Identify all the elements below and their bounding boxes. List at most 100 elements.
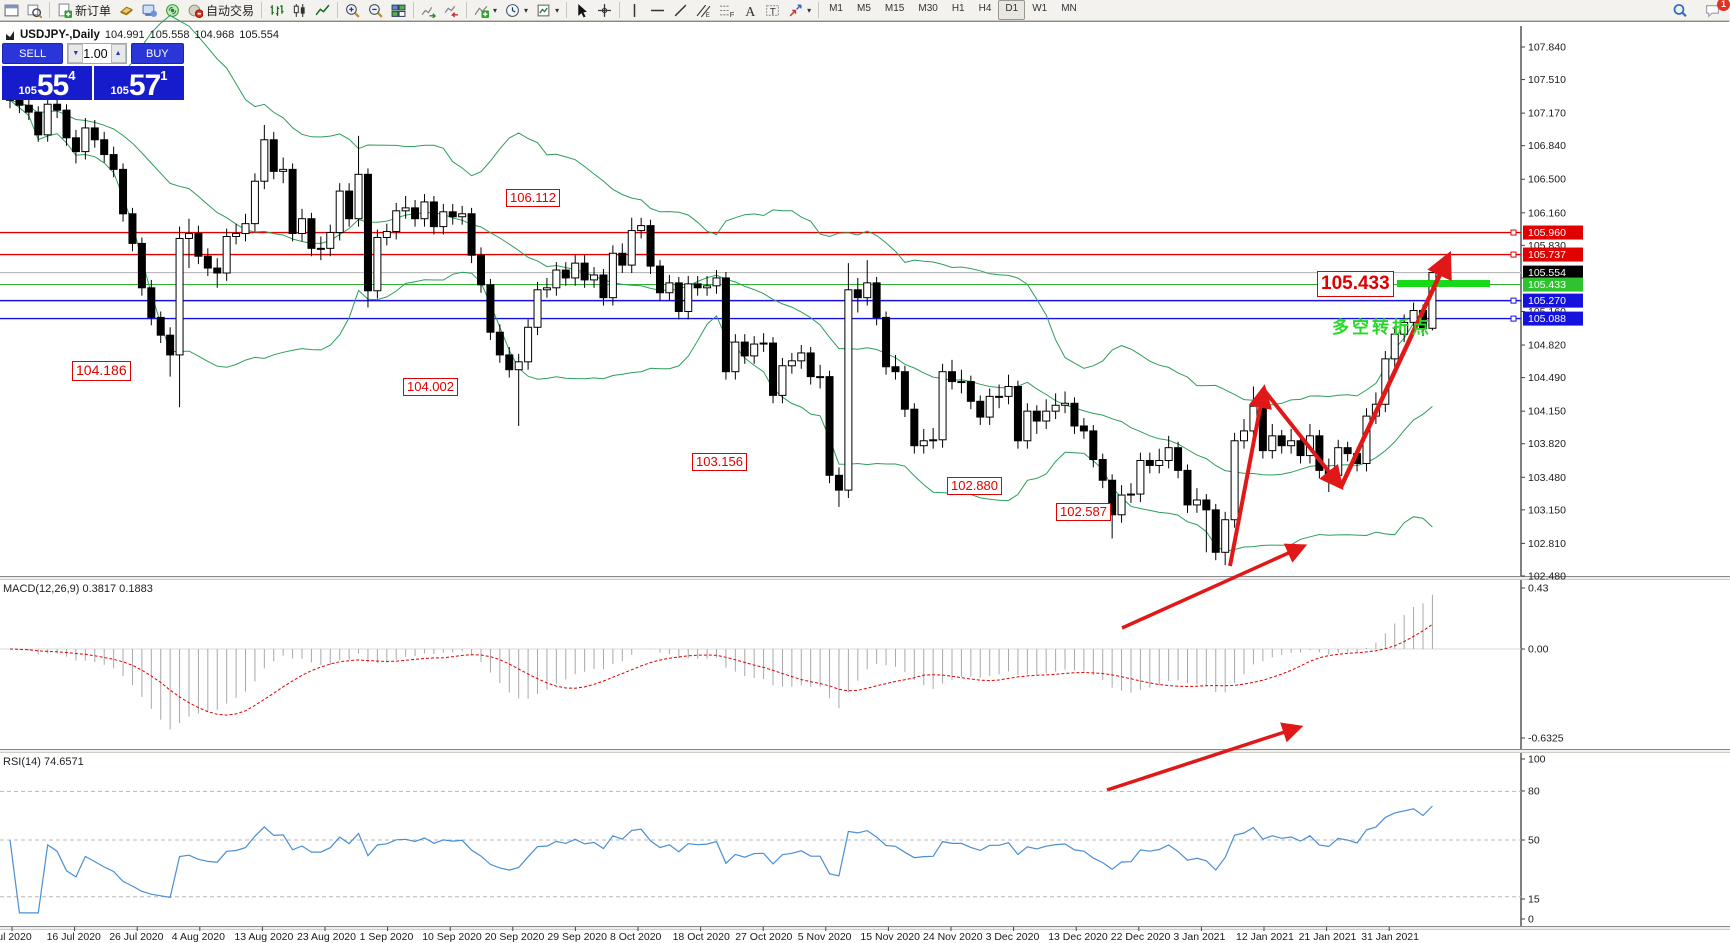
sell-button[interactable]: SELL bbox=[2, 43, 64, 64]
cursor-tool-button[interactable] bbox=[570, 0, 593, 21]
bar-chart-mode-button[interactable] bbox=[265, 0, 288, 21]
price-axis-label: 106.160 bbox=[1528, 207, 1566, 219]
trend-arrow[interactable] bbox=[1121, 543, 1308, 630]
arrows-tool-button[interactable]: ▾ bbox=[784, 0, 815, 21]
candle-body bbox=[1013, 385, 1022, 442]
price-annotation[interactable]: 102.880 bbox=[947, 477, 1002, 496]
periods-button[interactable]: ▾ bbox=[501, 0, 532, 21]
vertical-line-tool-button[interactable] bbox=[623, 0, 646, 21]
indicators-list-button[interactable]: ▾ bbox=[470, 0, 501, 21]
candle-body bbox=[477, 254, 485, 286]
preview-icon bbox=[27, 4, 42, 18]
price-annotation[interactable]: 102.587 bbox=[1056, 503, 1111, 522]
sell-price-display[interactable]: 105 55 4 bbox=[2, 66, 94, 101]
candle-body bbox=[1098, 459, 1107, 481]
remote-icon bbox=[142, 4, 158, 17]
price-annotation[interactable]: 106.112 bbox=[506, 189, 561, 208]
zoom-in-button[interactable] bbox=[341, 0, 364, 21]
line-handle[interactable] bbox=[1510, 297, 1517, 304]
date-axis-label: 31 Jan 2021 bbox=[1361, 931, 1419, 943]
auto-scroll-button[interactable] bbox=[417, 0, 440, 21]
tline-icon bbox=[674, 4, 687, 16]
timeframe-m30[interactable]: M30 bbox=[918, 3, 938, 14]
auto-trading-button[interactable]: 自动交易 bbox=[184, 0, 258, 21]
timeframe-m5[interactable]: M5 bbox=[857, 3, 871, 14]
candle-body bbox=[580, 262, 589, 281]
line-handle[interactable] bbox=[1510, 229, 1517, 236]
text-icon: A bbox=[745, 4, 755, 17]
profile-preview-button[interactable] bbox=[23, 0, 46, 21]
macd-axis-label: -0.6325 bbox=[1528, 733, 1564, 745]
timeframe-h4[interactable]: H4 bbox=[978, 3, 992, 14]
search-button[interactable] bbox=[1668, 0, 1691, 21]
price-annotation[interactable]: 104.002 bbox=[403, 378, 458, 397]
trend-arrow[interactable] bbox=[1262, 388, 1344, 491]
candle-body bbox=[1108, 479, 1117, 516]
horizontal-line-tool-button[interactable] bbox=[646, 0, 669, 21]
trend-arrow[interactable] bbox=[1228, 384, 1273, 567]
fibonacci-tool-button[interactable]: F bbox=[715, 0, 738, 21]
candle-body bbox=[1070, 402, 1079, 427]
text-label-tool-button[interactable]: T bbox=[761, 0, 784, 21]
price-annotation[interactable]: 103.156 bbox=[692, 453, 747, 472]
volume-increase-button[interactable]: ▲ bbox=[110, 44, 126, 63]
candle-body bbox=[655, 265, 664, 294]
new-chart-button[interactable] bbox=[0, 0, 23, 21]
candle-body bbox=[486, 284, 495, 333]
line-chart-mode-button[interactable] bbox=[311, 0, 334, 21]
market-widget-button[interactable] bbox=[115, 0, 138, 21]
text-tool-button[interactable]: A bbox=[738, 0, 761, 21]
trend-arrow[interactable] bbox=[1106, 722, 1304, 792]
notification-badge: 1 bbox=[1717, 0, 1730, 11]
shift-icon bbox=[444, 5, 458, 17]
pane-separator bbox=[0, 926, 1730, 927]
line-handle[interactable] bbox=[1510, 251, 1517, 258]
signal-icon bbox=[166, 3, 179, 17]
candle-body bbox=[919, 440, 928, 447]
volume-stepper[interactable]: ▼ 1.00 ▲ bbox=[67, 43, 127, 64]
price-annotation[interactable]: 104.186 bbox=[72, 361, 131, 381]
volume-value[interactable]: 1.00 bbox=[83, 46, 108, 61]
timeframe-mn[interactable]: MN bbox=[1061, 3, 1077, 14]
zoom-out-button[interactable] bbox=[364, 0, 387, 21]
dropdown-arrow-icon: ▾ bbox=[555, 5, 560, 15]
candle-body bbox=[147, 287, 156, 318]
date-axis-label: 4 Aug 2020 bbox=[172, 931, 225, 943]
price-annotation[interactable]: 105.433 bbox=[1317, 271, 1394, 297]
dropdown-arrow-icon: ▾ bbox=[807, 5, 812, 15]
candle-body bbox=[505, 354, 514, 371]
candle-body bbox=[929, 439, 938, 442]
timeframe-m1[interactable]: M1 bbox=[829, 3, 843, 14]
remote-accounts-button[interactable] bbox=[138, 0, 161, 21]
line-handle[interactable] bbox=[1510, 315, 1517, 322]
channel-tool-button[interactable]: E bbox=[692, 0, 715, 21]
candle-body bbox=[316, 247, 325, 250]
trend-arrow[interactable] bbox=[1338, 250, 1452, 488]
highlight-bar[interactable] bbox=[1397, 280, 1490, 287]
buy-price-display[interactable]: 105 57 1 bbox=[94, 66, 184, 101]
templates-button[interactable]: ▾ bbox=[532, 0, 563, 21]
tile-windows-button[interactable] bbox=[387, 0, 410, 21]
volume-decrease-button[interactable]: ▼ bbox=[68, 44, 84, 63]
pane-separator bbox=[0, 752, 1730, 753]
candlestick-mode-button[interactable] bbox=[288, 0, 311, 21]
timeframe-m15[interactable]: M15 bbox=[884, 3, 905, 14]
candle-body bbox=[1117, 494, 1126, 516]
candle-body bbox=[872, 282, 881, 318]
candle-body bbox=[222, 235, 231, 274]
chart-shift-button[interactable] bbox=[440, 0, 463, 21]
new-order-button[interactable]: 新订单 bbox=[53, 0, 115, 21]
trendline-tool-button[interactable] bbox=[669, 0, 692, 21]
crosshair-tool-button[interactable] bbox=[593, 0, 616, 21]
signals-button[interactable] bbox=[161, 0, 184, 21]
notifications-button[interactable]: 1 bbox=[1701, 0, 1730, 21]
timeframe-h1[interactable]: H1 bbox=[951, 3, 965, 14]
chinese-note-label[interactable]: 多空转折点 bbox=[1332, 318, 1432, 337]
date-axis-label: 1 Sep 2020 bbox=[360, 931, 414, 943]
linechart-icon bbox=[315, 4, 330, 15]
tiles-icon bbox=[391, 4, 406, 17]
timeframe-w1[interactable]: W1 bbox=[1032, 3, 1048, 14]
buy-button[interactable]: BUY bbox=[130, 43, 184, 64]
timeframe-d1[interactable]: D1 bbox=[998, 0, 1026, 20]
